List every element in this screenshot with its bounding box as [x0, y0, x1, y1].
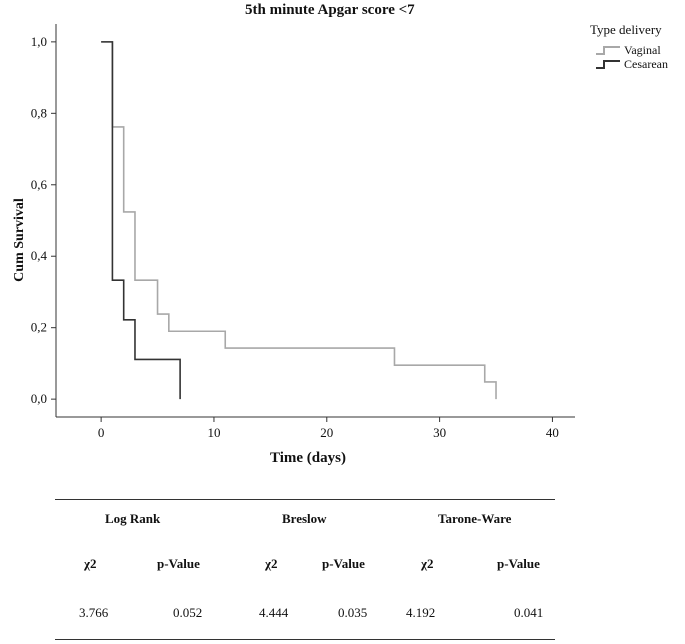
- group-header-tarone-ware: Tarone-Ware: [438, 511, 512, 526]
- group-header-log-rank: Log Rank: [105, 511, 161, 526]
- value-tarone-ware-chi2: 4.192: [406, 605, 436, 620]
- legend: Type delivery Vaginal Cesarean: [590, 22, 668, 71]
- legend-label-vaginal: Vaginal: [624, 43, 661, 57]
- group-header-breslow: Breslow: [282, 511, 327, 526]
- value-breslow-p: 0.035: [338, 605, 368, 620]
- y-tick-label: 0,2: [31, 320, 47, 335]
- x-tick-label: 30: [433, 425, 446, 440]
- survival-chart: 5th minute Apgar score <7 Cum Survival T…: [12, 2, 668, 466]
- x-tick-label: 40: [546, 425, 559, 440]
- x-tick-label: 20: [320, 425, 333, 440]
- legend-swatch-vaginal: [596, 46, 620, 55]
- y-tick-label: 1,0: [31, 34, 47, 49]
- survival-curve-cesarean: [101, 41, 181, 400]
- subheader-pvalue-3: p-Value: [497, 556, 540, 571]
- legend-item-cesarean: Cesarean: [590, 57, 668, 71]
- table-top-rule: [55, 499, 555, 500]
- x-tick-label: 0: [98, 425, 105, 440]
- plot-area: 0,0 0,2 0,4 0,6 0,8 1,0 0 10 20 30 40: [31, 24, 575, 440]
- subheader-chi2-1: χ2: [84, 556, 97, 571]
- y-tick-label: 0,0: [31, 391, 47, 406]
- legend-title: Type delivery: [590, 22, 662, 37]
- chart-title: 5th minute Apgar score <7: [245, 2, 415, 18]
- x-axis-label: Time (days): [270, 450, 346, 466]
- table-bottom-rule: [55, 639, 555, 640]
- subheader-chi2-3: χ2: [421, 556, 434, 571]
- value-log-rank-p: 0.052: [173, 605, 203, 620]
- value-log-rank-chi2: 3.766: [79, 605, 109, 620]
- subheader-pvalue-1: p-Value: [157, 556, 200, 571]
- value-tarone-ware-p: 0.041: [514, 605, 544, 620]
- legend-label-cesarean: Cesarean: [624, 57, 668, 71]
- subheader-pvalue-2: p-Value: [322, 556, 365, 571]
- legend-item-vaginal: Vaginal: [590, 43, 662, 57]
- legend-swatch-cesarean: [596, 60, 620, 69]
- survival-curve-vaginal: [101, 41, 497, 400]
- value-breslow-chi2: 4.444: [259, 605, 289, 620]
- y-tick-label: 0,6: [31, 177, 48, 192]
- subheader-chi2-2: χ2: [265, 556, 278, 571]
- x-tick-label: 10: [207, 425, 220, 440]
- y-tick-label: 0,8: [31, 105, 47, 120]
- y-tick-label: 0,4: [31, 248, 48, 263]
